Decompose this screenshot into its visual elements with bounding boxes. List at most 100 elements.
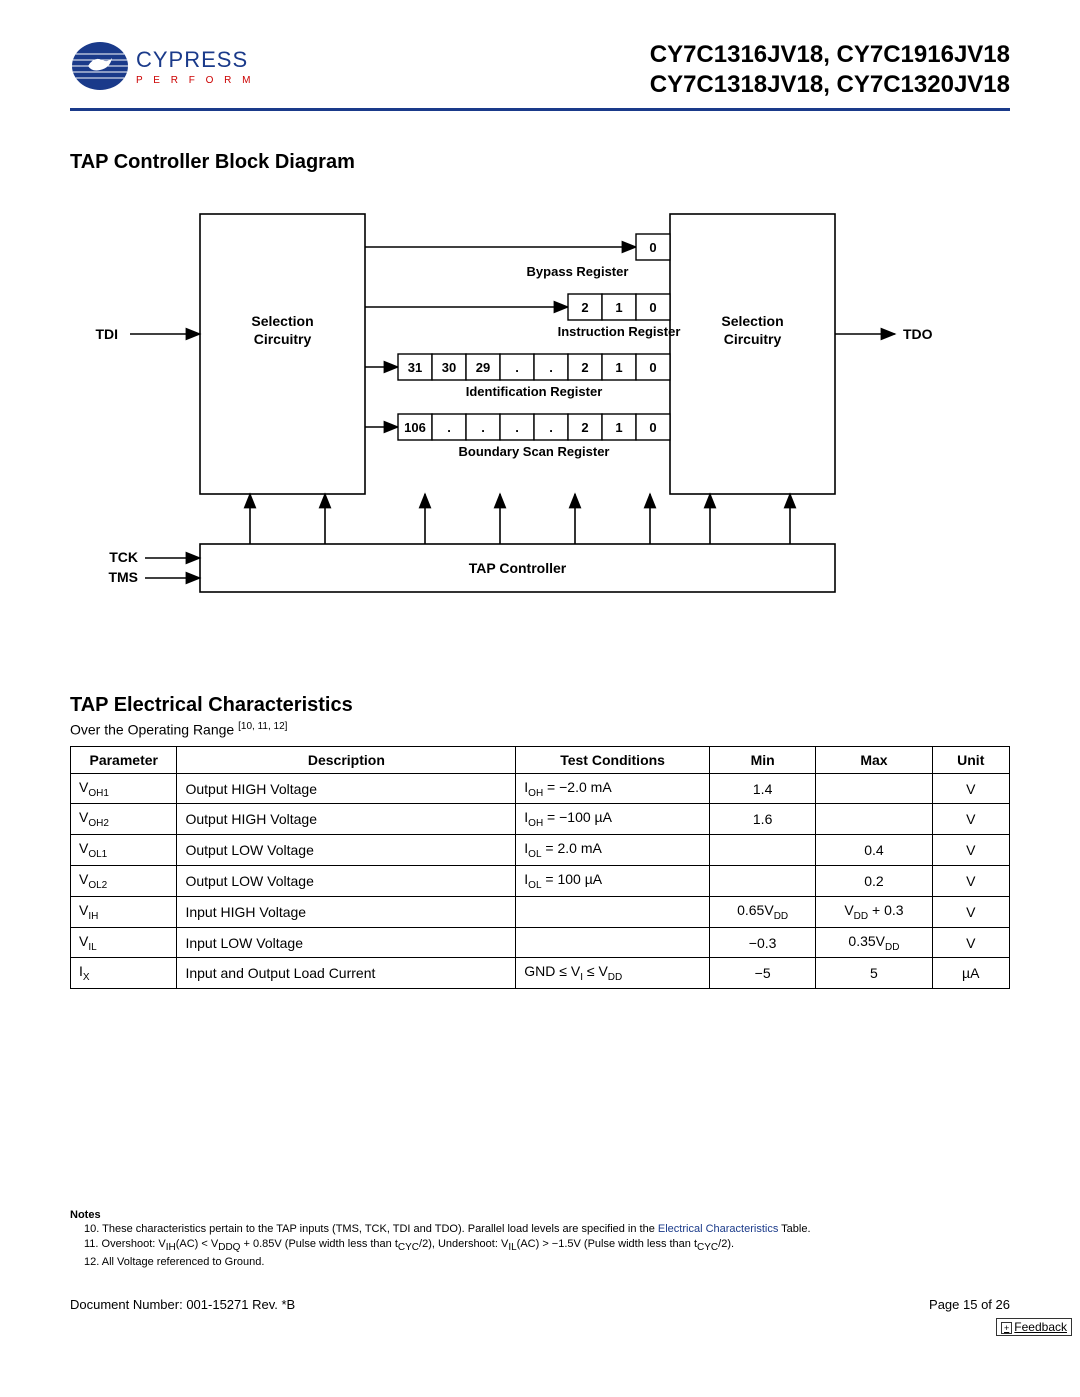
table-cell: Output HIGH Voltage: [177, 773, 516, 804]
table-cell: VOL2: [71, 866, 177, 897]
table-cell: µA: [932, 958, 1009, 989]
table-cell: V: [932, 804, 1009, 835]
svg-text:1: 1: [615, 420, 622, 435]
table-cell: [516, 896, 710, 927]
table-cell: 1.6: [709, 804, 815, 835]
table-cell: V: [932, 773, 1009, 804]
table-cell: −5: [709, 958, 815, 989]
elec-subtitle-text: Over the Operating Range: [70, 722, 238, 738]
table-header: Unit: [932, 746, 1009, 773]
elec-subtitle: Over the Operating Range [10, 11, 12]: [70, 721, 1010, 738]
svg-text:TDI: TDI: [95, 326, 118, 342]
page-number: Page 15 of 26: [929, 1297, 1010, 1312]
page-header: CYPRESS P E R F O R M CY7C1316JV18, CY7C…: [70, 40, 1010, 111]
table-cell: VOH2: [71, 804, 177, 835]
svg-text:Instruction Register: Instruction Register: [558, 324, 681, 339]
svg-text:TCK: TCK: [109, 549, 138, 565]
table-cell: [516, 927, 710, 958]
table-cell: V: [932, 927, 1009, 958]
svg-text:1: 1: [615, 300, 622, 315]
table-cell: V: [932, 866, 1009, 897]
table-cell: IX: [71, 958, 177, 989]
feedback-link[interactable]: +Feedback: [996, 1318, 1072, 1336]
table-cell: VOL1: [71, 835, 177, 866]
svg-text:2: 2: [581, 420, 588, 435]
part-numbers-line1: CY7C1316JV18, CY7C1916JV18: [650, 40, 1010, 70]
table-cell: V: [932, 835, 1009, 866]
svg-text:.: .: [515, 420, 519, 435]
table-cell: 5: [816, 958, 932, 989]
svg-text:106: 106: [404, 420, 426, 435]
table-cell: Output LOW Voltage: [177, 866, 516, 897]
footnote: 10. These characteristics pertain to the…: [76, 1223, 1010, 1237]
svg-text:.: .: [549, 360, 553, 375]
svg-text:Bypass Register: Bypass Register: [527, 264, 629, 279]
notes-heading: Notes: [70, 1209, 1010, 1221]
doc-number: Document Number: 001-15271 Rev. *B: [70, 1297, 295, 1312]
svg-text:Selection: Selection: [721, 313, 783, 329]
svg-text:TDO: TDO: [903, 326, 933, 342]
table-cell: Output LOW Voltage: [177, 835, 516, 866]
logo-mark-icon: [70, 40, 130, 92]
company-logo: CYPRESS P E R F O R M: [70, 40, 255, 92]
svg-text:.: .: [447, 420, 451, 435]
svg-text:Circuitry: Circuitry: [254, 331, 312, 347]
svg-text:1: 1: [615, 360, 622, 375]
svg-text:30: 30: [442, 360, 456, 375]
svg-text:0: 0: [649, 420, 656, 435]
svg-text:29: 29: [476, 360, 490, 375]
footnote: 12. All Voltage referenced to Ground.: [76, 1256, 1010, 1270]
table-header: Description: [177, 746, 516, 773]
part-numbers-line2: CY7C1318JV18, CY7C1320JV18: [650, 70, 1010, 100]
table-header: Max: [816, 746, 932, 773]
table-cell: V: [932, 896, 1009, 927]
table-cell: 0.35VDD: [816, 927, 932, 958]
svg-text:.: .: [549, 420, 553, 435]
svg-text:0: 0: [649, 300, 656, 315]
table-cell: GND ≤ VI ≤ VDD: [516, 958, 710, 989]
table-header: Parameter: [71, 746, 177, 773]
svg-text:Identification Register: Identification Register: [466, 384, 603, 399]
svg-text:TMS: TMS: [108, 569, 138, 585]
table-cell: [709, 866, 815, 897]
company-tagline: P E R F O R M: [136, 75, 255, 86]
tap-block-diagram: SelectionCircuitrySelectionCircuitry0Byp…: [70, 194, 1010, 654]
table-cell: IOL = 100 µA: [516, 866, 710, 897]
table-cell: IOL = 2.0 mA: [516, 835, 710, 866]
table-cell: IOH = −2.0 mA: [516, 773, 710, 804]
table-cell: [709, 835, 815, 866]
table-cell: 0.65VDD: [709, 896, 815, 927]
table-cell: [816, 804, 932, 835]
footnote: 11. Overshoot: VIH(AC) < VDDQ + 0.85V (P…: [76, 1238, 1010, 1255]
table-cell: VIH: [71, 896, 177, 927]
svg-text:0: 0: [649, 240, 656, 255]
svg-text:Boundary Scan Register: Boundary Scan Register: [459, 444, 610, 459]
table-row: VILInput LOW Voltage −0.30.35VDDV: [71, 927, 1010, 958]
company-name: CYPRESS: [136, 47, 255, 73]
svg-text:.: .: [481, 420, 485, 435]
elec-subtitle-refs: [10, 11, 12]: [238, 721, 287, 732]
table-row: VOH2Output HIGH VoltageIOH = −100 µA1.6V: [71, 804, 1010, 835]
table-header: Test Conditions: [516, 746, 710, 773]
svg-text:0: 0: [649, 360, 656, 375]
elec-title: TAP Electrical Characteristics: [70, 694, 1010, 717]
table-row: VIHInput HIGH Voltage0.65VDDVDD + 0.3V: [71, 896, 1010, 927]
table-cell: Input LOW Voltage: [177, 927, 516, 958]
table-cell: 0.4: [816, 835, 932, 866]
svg-text:.: .: [515, 360, 519, 375]
part-numbers: CY7C1316JV18, CY7C1916JV18 CY7C1318JV18,…: [650, 40, 1010, 100]
table-cell: VIL: [71, 927, 177, 958]
table-cell: VOH1: [71, 773, 177, 804]
diagram-title: TAP Controller Block Diagram: [70, 151, 1010, 174]
svg-text:TAP Controller: TAP Controller: [469, 560, 567, 576]
table-cell: [816, 773, 932, 804]
table-cell: Input and Output Load Current: [177, 958, 516, 989]
table-cell: 1.4: [709, 773, 815, 804]
svg-text:2: 2: [581, 360, 588, 375]
svg-text:31: 31: [408, 360, 422, 375]
table-row: VOL1Output LOW VoltageIOL = 2.0 mA 0.4V: [71, 835, 1010, 866]
table-row: IXInput and Output Load CurrentGND ≤ VI …: [71, 958, 1010, 989]
notes-section: Notes 10. These characteristics pertain …: [70, 1209, 1010, 1269]
table-cell: −0.3: [709, 927, 815, 958]
svg-text:Circuitry: Circuitry: [724, 331, 782, 347]
